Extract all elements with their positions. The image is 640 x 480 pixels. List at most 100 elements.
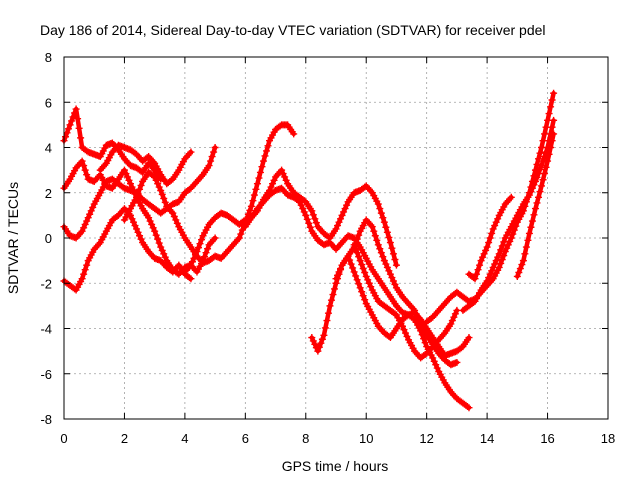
data-point	[386, 270, 394, 278]
data-point	[353, 235, 361, 243]
data-point	[376, 245, 384, 253]
data-point	[528, 217, 536, 225]
series-pass-13	[459, 116, 558, 314]
data-point	[305, 219, 313, 227]
data-point	[485, 239, 493, 247]
data-point	[334, 271, 342, 279]
data-point	[318, 335, 326, 343]
data-point	[302, 211, 310, 219]
data-point	[355, 231, 363, 239]
tick-labels: 0 2 4 6 8 10 12 14 16 18 -8 -6 -4 -2 0 2 4 6 8	[40, 50, 615, 446]
data-point	[477, 257, 485, 265]
data-point	[495, 263, 503, 271]
data-point	[429, 354, 437, 362]
x-tick-label: 18	[601, 431, 615, 446]
data-point	[207, 157, 215, 165]
data-point	[548, 137, 556, 145]
data-point	[527, 223, 535, 231]
data-point	[430, 357, 438, 365]
data-point	[157, 243, 165, 251]
data-point	[374, 241, 382, 249]
data-point	[550, 130, 558, 138]
data-point	[470, 298, 478, 306]
data-point	[340, 208, 348, 216]
data-point	[161, 253, 169, 261]
data-point	[87, 207, 95, 215]
data-point	[513, 272, 521, 280]
data-point	[403, 332, 411, 340]
data-point	[326, 302, 334, 310]
data-point	[133, 193, 141, 201]
data-point	[154, 235, 162, 243]
data-point	[193, 248, 201, 256]
data-point	[86, 210, 94, 218]
data-point	[368, 223, 376, 231]
data-point	[152, 231, 160, 239]
data-point	[488, 229, 496, 237]
series-pass-10	[332, 252, 473, 360]
data-point	[492, 257, 500, 265]
data-point	[515, 269, 523, 277]
data-point	[81, 166, 89, 174]
data-point	[542, 123, 550, 131]
data-point	[255, 174, 263, 182]
data-point	[81, 266, 89, 274]
data-point	[349, 264, 357, 272]
data-point	[480, 250, 488, 258]
data-point	[398, 322, 406, 330]
data-point	[80, 270, 88, 278]
data-point	[237, 230, 245, 238]
data-point	[534, 155, 542, 163]
data-point	[353, 249, 361, 257]
data-point	[433, 364, 441, 372]
data-point	[379, 253, 387, 261]
data-point	[483, 243, 491, 251]
data-point	[250, 191, 258, 199]
data-point	[383, 263, 391, 271]
data-point	[359, 292, 367, 300]
data-point	[202, 249, 210, 257]
data-point	[190, 254, 198, 262]
y-tick-label: 0	[45, 231, 52, 246]
data-point	[278, 166, 286, 174]
data-point	[494, 215, 502, 223]
data-point	[541, 130, 549, 138]
data-point	[235, 234, 243, 242]
data-point	[253, 180, 261, 188]
data-point	[350, 268, 358, 276]
data-point	[173, 219, 181, 227]
data-point	[330, 285, 338, 293]
data-point	[489, 225, 497, 233]
series-trace	[61, 206, 194, 293]
data-point	[488, 267, 496, 275]
data-point	[541, 170, 549, 178]
data-point	[74, 115, 82, 123]
data-point	[78, 157, 86, 165]
data-point	[533, 173, 541, 181]
data-point	[539, 176, 547, 184]
data-point	[402, 329, 410, 337]
data-point	[151, 227, 159, 235]
data-point	[542, 163, 550, 171]
data-point	[483, 277, 491, 285]
data-point	[120, 166, 128, 174]
data-point	[89, 203, 97, 211]
data-point	[451, 310, 459, 318]
ticks	[63, 56, 609, 420]
data-point	[71, 109, 79, 117]
data-point	[465, 404, 473, 412]
data-point	[337, 215, 345, 223]
data-point	[145, 214, 153, 222]
data-point	[471, 275, 479, 283]
data-point	[388, 274, 396, 282]
data-point	[204, 245, 212, 253]
data-point	[343, 201, 351, 209]
data-point	[383, 228, 391, 236]
data-point	[525, 229, 533, 237]
data-point	[497, 246, 505, 254]
data-point	[370, 227, 378, 235]
data-point	[391, 310, 399, 318]
y-tick-label: 8	[45, 50, 52, 65]
data-point	[194, 244, 202, 252]
data-point	[270, 176, 278, 184]
